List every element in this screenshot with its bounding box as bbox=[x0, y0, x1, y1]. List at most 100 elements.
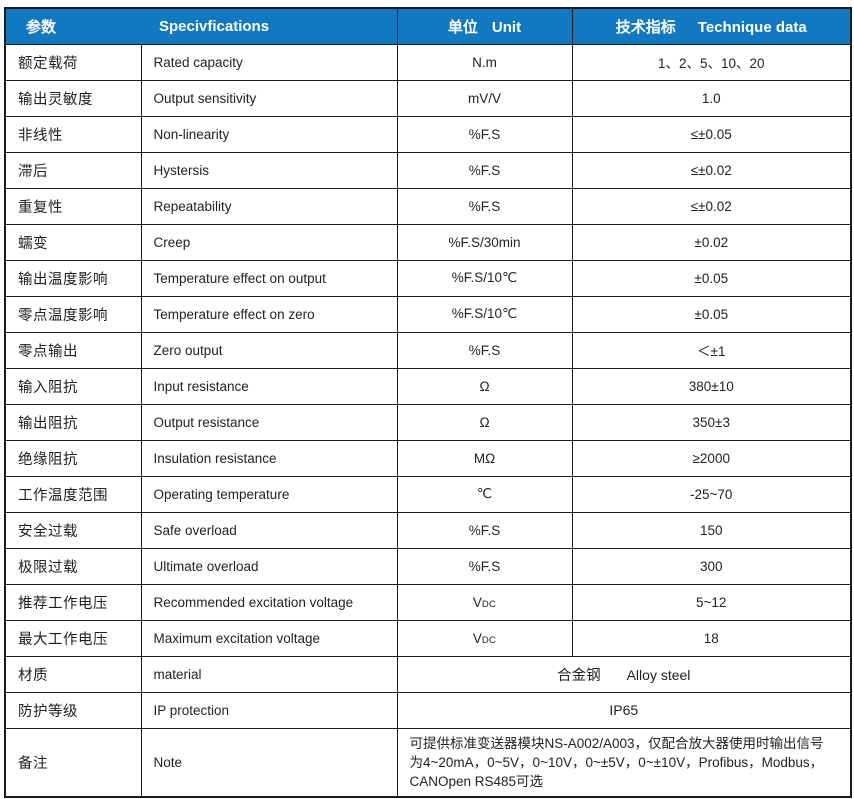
unit-cell: %F.S/30min bbox=[396, 223, 573, 261]
merged-value-cell: 合金钢 Alloy steel bbox=[396, 655, 852, 693]
table-row-merged: 备注 Note 可提供标准变送器模块NS-A002/A003，仅配合放大器使用时… bbox=[4, 727, 852, 797]
table-row: 蠕变 Creep %F.S/30min ±0.02 bbox=[4, 223, 852, 261]
param-name-en: Output resistance bbox=[140, 403, 398, 441]
param-name-en: Non-linearity bbox=[140, 115, 398, 153]
param-name-cn: 输入阻抗 bbox=[4, 367, 142, 405]
table-row: 安全过载 Safe overload %F.S 150 bbox=[4, 511, 852, 549]
value-cell: ±0.05 bbox=[571, 259, 852, 297]
param-name-cn: 最大工作电压 bbox=[4, 619, 142, 657]
param-name-en: Repeatability bbox=[140, 187, 398, 225]
unit-cell: mV/V bbox=[396, 79, 573, 117]
unit-cell: %F.S bbox=[396, 151, 573, 189]
param-name-en: Insulation resistance bbox=[140, 439, 398, 477]
table-row: 输入阻抗 Input resistance Ω 380±10 bbox=[4, 367, 852, 405]
param-name-cn: 非线性 bbox=[4, 115, 142, 153]
value-cell: 1.0 bbox=[571, 79, 852, 117]
table-row: 零点温度影响 Temperature effect on zero %F.S/1… bbox=[4, 295, 852, 333]
unit-cell: Ω bbox=[396, 403, 573, 441]
param-name-en: Zero output bbox=[140, 331, 398, 369]
param-name-en: Temperature effect on output bbox=[140, 259, 398, 297]
unit-cell: %F.S bbox=[396, 115, 573, 153]
value-cell: 18 bbox=[571, 619, 852, 657]
table-row: 极限过载 Ultimate overload %F.S 300 bbox=[4, 547, 852, 585]
unit-cell: %F.S bbox=[396, 547, 573, 585]
header-unit-label-en: Unit bbox=[491, 18, 522, 36]
param-name-cn: 防护等级 bbox=[4, 691, 142, 729]
header-param-label: 参数 bbox=[26, 18, 57, 36]
param-name-en: material bbox=[140, 655, 398, 693]
param-name-cn: 重复性 bbox=[4, 187, 142, 225]
table-row: 重复性 Repeatability %F.S ≤±0.02 bbox=[4, 187, 852, 225]
param-name-cn: 输出温度影响 bbox=[4, 259, 142, 297]
value-cell: ≤±0.02 bbox=[571, 151, 852, 189]
param-name-en: Ultimate overload bbox=[140, 547, 398, 585]
param-name-cn: 输出阻抗 bbox=[4, 403, 142, 441]
unit-cell: %F.S bbox=[396, 511, 573, 549]
table-row-merged: 材质 material 合金钢 Alloy steel bbox=[4, 655, 852, 693]
param-name-cn: 备注 bbox=[4, 727, 142, 797]
specification-table: 参数 Specivfications 单位 Unit 技术指标 Technique … bbox=[4, 7, 852, 798]
value-cell: ≤±0.02 bbox=[571, 187, 852, 225]
param-name-en: Recommended excitation voltage bbox=[140, 583, 398, 621]
unit-cell: N.m bbox=[396, 43, 573, 81]
value-cell: ＜±1 bbox=[571, 331, 852, 369]
unit-cell: VDC bbox=[396, 583, 573, 621]
table-row: 最大工作电压 Maximum excitation voltage VDC 18 bbox=[4, 619, 852, 657]
value-cell: 150 bbox=[571, 511, 852, 549]
value-cell: ±0.02 bbox=[571, 223, 852, 261]
param-name-cn: 材质 bbox=[4, 655, 142, 693]
value-cell: 300 bbox=[571, 547, 852, 585]
value-cell: ≥2000 bbox=[571, 439, 852, 477]
table-row: 推荐工作电压 Recommended excitation voltage VD… bbox=[4, 583, 852, 621]
param-name-cn: 零点温度影响 bbox=[4, 295, 142, 333]
param-name-cn: 输出灵敏度 bbox=[4, 79, 142, 117]
value-cell: 5~12 bbox=[571, 583, 852, 621]
table-row: 零点输出 Zero output %F.S ＜±1 bbox=[4, 331, 852, 369]
header-technique-label-en: Technique data bbox=[697, 18, 807, 36]
unit-cell: %F.S bbox=[396, 187, 573, 225]
param-name-en: Maximum excitation voltage bbox=[140, 619, 398, 657]
param-name-cn: 蠕变 bbox=[4, 223, 142, 261]
param-name-cn: 安全过载 bbox=[4, 511, 142, 549]
table-body: 额定载荷 Rated capacity N.m 1、2、5、10、20 输出灵敏… bbox=[4, 43, 852, 797]
unit-cell: MΩ bbox=[396, 439, 573, 477]
param-name-cn: 绝缘阻抗 bbox=[4, 439, 142, 477]
param-name-cn: 极限过载 bbox=[4, 547, 142, 585]
header-specifications-label: Specivfications bbox=[159, 17, 270, 35]
table-row: 输出温度影响 Temperature effect on output %F.S… bbox=[4, 259, 852, 297]
param-name-en: Temperature effect on zero bbox=[140, 295, 398, 333]
param-name-en: IP protection bbox=[140, 691, 398, 729]
value-cell: ≤±0.05 bbox=[571, 115, 852, 153]
header-technique-label-cn: 技术指标 bbox=[615, 18, 676, 36]
header-unit: 单位 Unit bbox=[396, 7, 573, 45]
param-name-cn: 推荐工作电压 bbox=[4, 583, 142, 621]
param-name-cn: 零点输出 bbox=[4, 331, 142, 369]
param-name-en: Safe overload bbox=[140, 511, 398, 549]
merged-value-cell: 可提供标准变送器模块NS-A002/A003，仅配合放大器使用时输出信号为4~2… bbox=[396, 727, 852, 797]
unit-cell: ℃ bbox=[396, 475, 573, 513]
param-name-en: Hystersis bbox=[140, 151, 398, 189]
param-name-en: Output sensitivity bbox=[140, 79, 398, 117]
param-name-cn: 额定载荷 bbox=[4, 43, 142, 81]
value-cell: 1、2、5、10、20 bbox=[571, 43, 852, 81]
table-row: 绝缘阻抗 Insulation resistance MΩ ≥2000 bbox=[4, 439, 852, 477]
header-unit-label-cn: 单位 bbox=[447, 18, 478, 36]
param-name-cn: 工作温度范围 bbox=[4, 475, 142, 513]
table-row: 工作温度范围 Operating temperature ℃ -25~70 bbox=[4, 475, 852, 513]
table-row: 非线性 Non-linearity %F.S ≤±0.05 bbox=[4, 115, 852, 153]
header-param: 参数 bbox=[4, 7, 141, 45]
unit-cell: %F.S/10℃ bbox=[396, 259, 573, 297]
param-name-en: Note bbox=[140, 727, 398, 797]
table-row: 输出阻抗 Output resistance Ω 350±3 bbox=[4, 403, 852, 441]
table-row: 额定载荷 Rated capacity N.m 1、2、5、10、20 bbox=[4, 43, 852, 81]
value-cell: 380±10 bbox=[571, 367, 852, 405]
merged-value-cell: IP65 bbox=[396, 691, 852, 729]
param-name-en: Input resistance bbox=[140, 367, 398, 405]
unit-cell: VDC bbox=[396, 619, 573, 657]
unit-cell: Ω bbox=[396, 367, 573, 405]
param-name-en: Rated capacity bbox=[140, 43, 398, 81]
value-cell: 350±3 bbox=[571, 403, 852, 441]
value-cell: ±0.05 bbox=[571, 295, 852, 333]
table-row: 滞后 Hystersis %F.S ≤±0.02 bbox=[4, 151, 852, 189]
unit-cell: %F.S bbox=[396, 331, 573, 369]
